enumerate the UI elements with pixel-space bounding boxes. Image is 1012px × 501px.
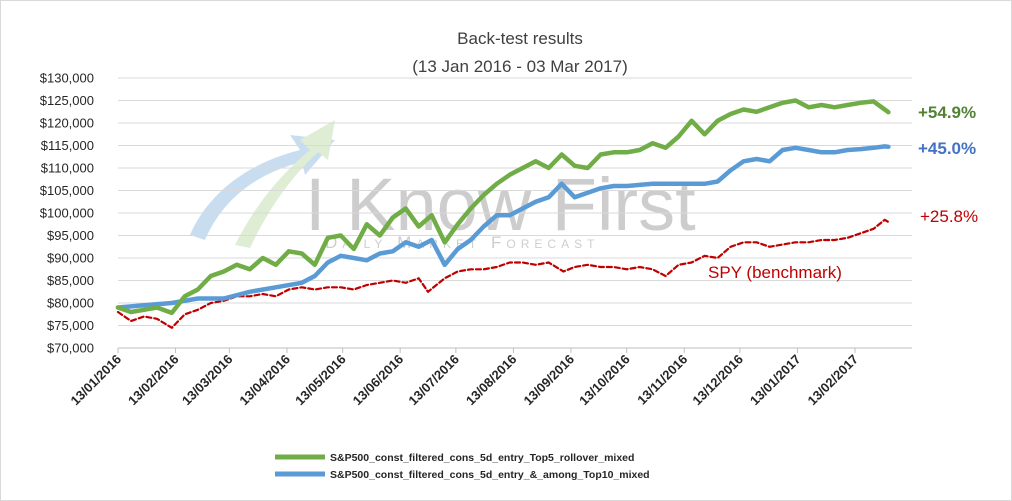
y-tick-label: $75,000 <box>47 318 94 333</box>
series-line-blue <box>115 144 891 310</box>
y-tick-label: $120,000 <box>40 116 94 131</box>
y-axis: $70,000 $75,000 $80,000 $85,000 $90,000 $95,0… <box>40 71 94 356</box>
series-line-green <box>115 98 891 316</box>
legend: S&P500_const_filtered_cons_5d_entry_Top5… <box>275 452 650 481</box>
end-label-red: +25.8% <box>920 207 978 226</box>
watermark-logo: I Know First Daily Market Forecast <box>190 120 696 252</box>
y-tick-label: $95,000 <box>47 228 94 243</box>
watermark-tagline: Daily Market Forecast <box>325 233 599 252</box>
chart-title: Back-test results <box>457 29 583 48</box>
end-label-green: +54.9% <box>918 103 976 122</box>
y-tick-label: $110,000 <box>41 161 94 176</box>
watermark-arrow2-icon <box>235 120 335 248</box>
y-tick-label: $85,000 <box>47 273 94 288</box>
series-layer <box>115 98 891 329</box>
y-tick-label: $70,000 <box>47 341 94 356</box>
legend-label-green: S&P500_const_filtered_cons_5d_entry_Top5… <box>330 452 634 464</box>
spy-annotation: SPY (benchmark) <box>708 263 842 282</box>
y-tick-label: $90,000 <box>47 251 94 266</box>
y-tick-label: $115,000 <box>41 138 94 153</box>
y-tick-label: $105,000 <box>40 183 94 198</box>
legend-label-blue: S&P500_const_filtered_cons_5d_entry_&_am… <box>330 469 650 481</box>
y-tick-label: $130,000 <box>40 71 94 86</box>
y-tick-label: $100,000 <box>40 206 94 221</box>
y-tick-label: $80,000 <box>47 296 94 311</box>
y-tick-label: $125,000 <box>40 93 94 108</box>
end-label-blue: +45.0% <box>918 139 976 158</box>
chart-subtitle: (13 Jan 2016 - 03 Mar 2017) <box>412 57 627 76</box>
series-line-red <box>116 218 890 329</box>
watermark-brand: I Know First <box>305 163 696 246</box>
